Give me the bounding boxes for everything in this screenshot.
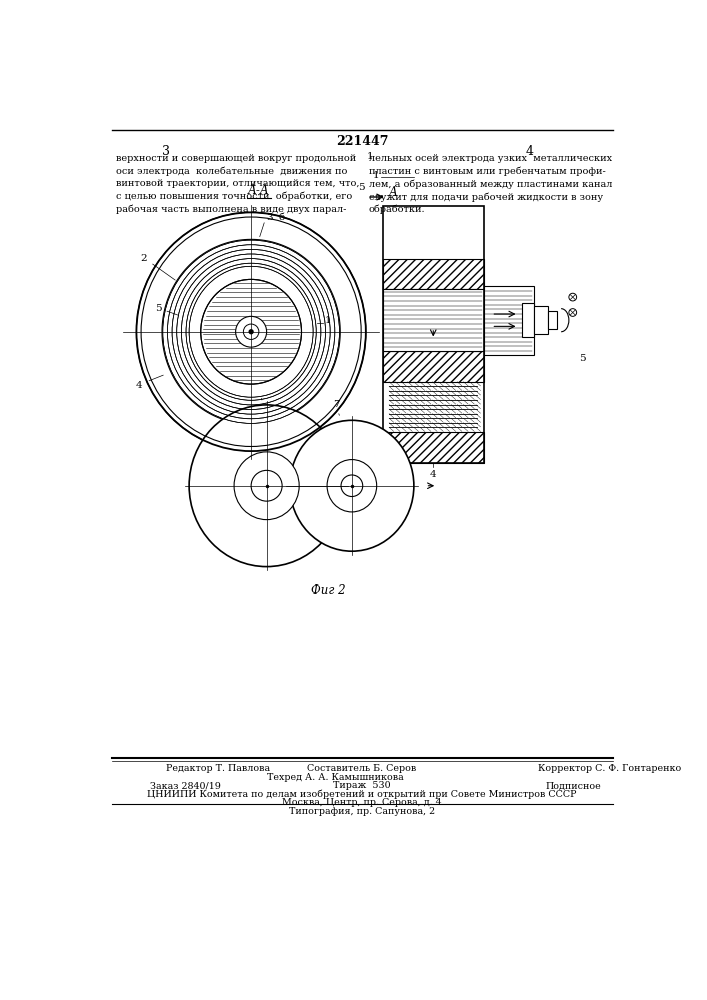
Text: 8: 8 (255, 384, 262, 393)
Bar (383, 351, 484, 382)
Text: Фuг. 1: Фuг. 1 (344, 430, 382, 443)
Circle shape (569, 293, 577, 301)
Bar (534, 306, 548, 334)
Ellipse shape (327, 460, 377, 512)
Text: 5: 5 (579, 354, 585, 363)
Bar (383, 206, 484, 463)
Text: Москва, Центр, пр. Серова, д. 4: Москва, Центр, пр. Серова, д. 4 (282, 798, 442, 807)
Text: Фuг 2: Фuг 2 (311, 584, 346, 597)
Text: 1: 1 (367, 152, 373, 161)
Circle shape (569, 309, 577, 316)
Text: 3: 3 (267, 213, 273, 222)
PathPatch shape (136, 212, 366, 451)
Bar (484, 286, 534, 355)
Bar (548, 311, 557, 329)
PathPatch shape (201, 279, 301, 384)
Ellipse shape (189, 405, 344, 567)
Text: 5: 5 (358, 183, 365, 192)
Circle shape (249, 330, 253, 334)
Ellipse shape (235, 316, 267, 347)
Text: 3: 3 (162, 145, 170, 158)
Bar (522, 303, 534, 337)
Text: Подписное: Подписное (546, 781, 602, 790)
Text: Корректор С. Ф. Гонтаренко: Корректор С. Ф. Гонтаренко (538, 764, 681, 773)
Bar (383, 432, 484, 463)
Ellipse shape (290, 420, 414, 551)
Text: 2: 2 (140, 254, 146, 263)
Bar (383, 259, 484, 289)
Text: Техред А. А. Камышникова: Техред А. А. Камышникова (267, 773, 404, 782)
Text: 221447: 221447 (336, 135, 388, 148)
Text: А-А: А-А (248, 184, 270, 197)
Text: ЦНИИПИ Комитета по делам изобретений и открытий при Совете Министров СССР: ЦНИИПИ Комитета по делам изобретений и о… (147, 790, 577, 799)
Text: Тираж  530: Тираж 530 (333, 781, 391, 790)
Text: 7: 7 (333, 400, 339, 409)
Text: лельных осей электрода узких  металлических
пластин с винтовым или гребенчатым п: лельных осей электрода узких металлическ… (369, 154, 612, 214)
Text: 4: 4 (526, 145, 534, 158)
Ellipse shape (251, 470, 282, 501)
Text: верхности и совершающей вокруг продольной
оси электрода  колебательные  движения: верхности и совершающей вокруг продольно… (115, 154, 359, 214)
Text: 5: 5 (156, 304, 162, 313)
Text: Редактор Т. Павлова: Редактор Т. Павлова (166, 764, 270, 773)
Text: 4: 4 (136, 381, 143, 390)
Ellipse shape (341, 475, 363, 497)
Ellipse shape (201, 279, 301, 384)
Ellipse shape (234, 452, 299, 520)
Text: Составитель Б. Серов: Составитель Б. Серов (308, 764, 416, 773)
Text: Заказ 2840/19: Заказ 2840/19 (151, 781, 221, 790)
Text: 1: 1 (373, 171, 379, 180)
Text: 1: 1 (325, 316, 332, 325)
Text: А: А (389, 186, 398, 199)
Ellipse shape (243, 324, 259, 339)
Bar (383, 289, 484, 351)
Text: А: А (389, 470, 398, 483)
Ellipse shape (189, 266, 313, 397)
Text: Типография, пр. Сапунова, 2: Типография, пр. Сапунова, 2 (289, 807, 435, 816)
Text: б: б (279, 213, 284, 222)
Text: 4: 4 (430, 470, 436, 479)
